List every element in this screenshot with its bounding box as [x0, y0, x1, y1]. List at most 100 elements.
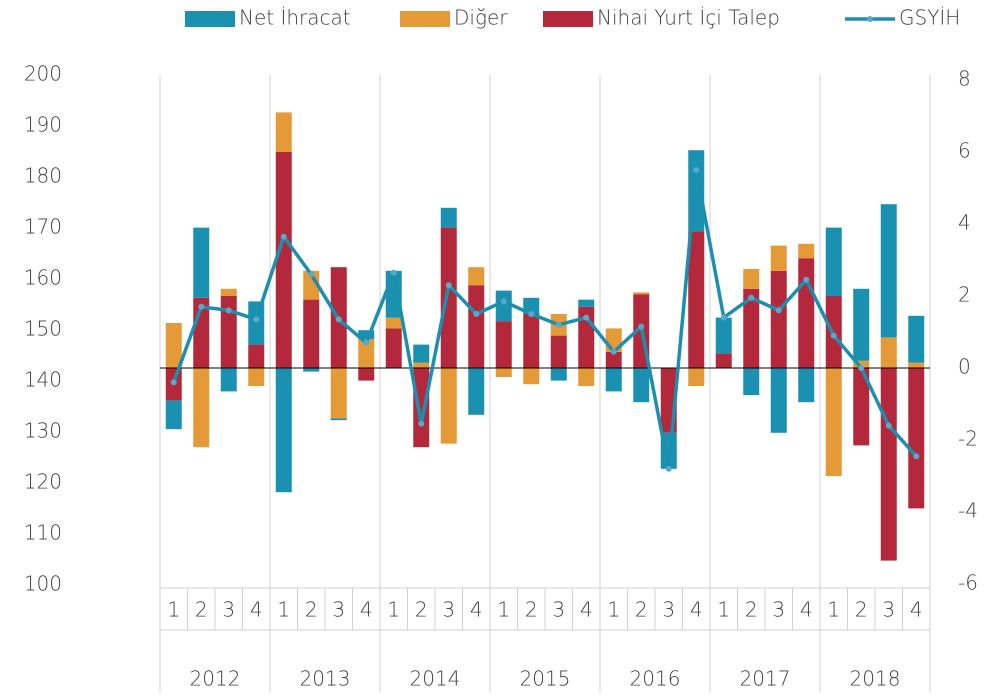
line-point — [858, 365, 865, 371]
x-tick-label: 1 — [497, 598, 510, 622]
x-tick-label: 3 — [332, 598, 345, 622]
line-point — [500, 298, 507, 305]
line — [172, 168, 918, 471]
line-point — [720, 314, 727, 321]
bar — [523, 368, 540, 385]
y-tick-label: 100 — [24, 572, 62, 596]
bar — [853, 360, 870, 368]
bar — [303, 368, 320, 372]
line-point — [913, 453, 920, 460]
x-tick-label: 2 — [305, 598, 318, 622]
line-point — [555, 321, 562, 328]
group-label: 2017 — [740, 667, 791, 691]
bar — [358, 330, 375, 340]
x-tick-label: 2 — [195, 598, 208, 622]
x-tick-label: 3 — [222, 598, 235, 622]
bar — [358, 339, 375, 368]
x-tick-label: 2 — [415, 598, 428, 622]
bar — [468, 267, 485, 286]
y-tick-label: 200 — [24, 62, 62, 86]
line-point — [253, 316, 260, 323]
bar — [275, 368, 292, 493]
line-point — [665, 465, 672, 472]
group-label: 2018 — [850, 667, 901, 691]
x-tick-label: 2 — [745, 598, 758, 622]
bar — [248, 368, 265, 386]
group-label: 2015 — [520, 667, 571, 691]
legend-swatch — [185, 11, 235, 27]
bar — [550, 335, 567, 368]
line-point — [170, 379, 177, 386]
legend-swatch — [400, 11, 450, 27]
x-tick-label: 3 — [772, 598, 785, 622]
bar — [605, 368, 622, 392]
x-tick-label: 1 — [387, 598, 400, 622]
x-tick-label: 2 — [635, 598, 648, 622]
bar — [743, 368, 760, 395]
y-tick-label: 120 — [24, 470, 62, 494]
x-tick-label: 1 — [717, 598, 730, 622]
bar — [468, 285, 485, 368]
bar — [220, 296, 237, 368]
y-tick-label: 190 — [24, 113, 62, 137]
y2-tick-label: -6 — [958, 571, 978, 595]
x-tick-label: 4 — [910, 598, 923, 622]
line-point — [638, 323, 645, 330]
line-point — [335, 316, 342, 323]
bar — [770, 245, 787, 271]
line-point — [280, 233, 287, 240]
y2-tick-label: -2 — [958, 427, 978, 451]
x-tick-label: 3 — [552, 598, 565, 622]
bar — [523, 297, 540, 314]
bar — [275, 112, 292, 152]
bar — [853, 368, 870, 446]
x-tick-label: 4 — [470, 598, 483, 622]
x-tick-label: 2 — [855, 598, 868, 622]
x-tick-label: 1 — [277, 598, 290, 622]
bar — [468, 368, 485, 415]
bar — [385, 317, 402, 329]
bar — [798, 258, 815, 368]
bar — [440, 207, 457, 228]
y2-tick-label: 6 — [958, 139, 971, 163]
y2-tick-label: 4 — [958, 211, 971, 235]
bar — [220, 288, 237, 296]
line-point — [445, 282, 452, 289]
x-tick-label: 4 — [580, 598, 593, 622]
bar — [633, 292, 650, 295]
bar — [550, 368, 567, 381]
bar — [633, 368, 650, 403]
line-point — [803, 276, 810, 283]
y-tick-label: 170 — [24, 215, 62, 239]
y-tick-label: 180 — [24, 164, 62, 188]
bar — [413, 344, 430, 363]
y2-tick-label: 8 — [958, 67, 971, 91]
group-label: 2012 — [190, 667, 241, 691]
legend-label: Net İhracat — [239, 6, 351, 30]
bar — [193, 227, 210, 298]
bar — [715, 317, 732, 354]
line-point — [308, 271, 315, 278]
y2-tick-label: 0 — [958, 355, 971, 379]
x-tick-label: 1 — [607, 598, 620, 622]
bar — [220, 368, 237, 392]
bar — [358, 368, 375, 381]
bar — [578, 368, 595, 386]
bar — [825, 368, 842, 476]
bar — [413, 368, 430, 448]
x-tick-label: 1 — [167, 598, 180, 622]
bar — [440, 368, 457, 444]
bar — [770, 368, 787, 433]
bar — [770, 270, 787, 368]
bar — [908, 315, 925, 363]
bar — [578, 299, 595, 307]
bar — [743, 288, 760, 368]
bar — [330, 368, 347, 419]
x-tick-label: 1 — [827, 598, 840, 622]
bar — [688, 368, 705, 386]
line-point — [390, 269, 397, 276]
group-label: 2014 — [410, 667, 461, 691]
legend-swatch — [867, 16, 873, 22]
x-tick-label: 4 — [360, 598, 373, 622]
